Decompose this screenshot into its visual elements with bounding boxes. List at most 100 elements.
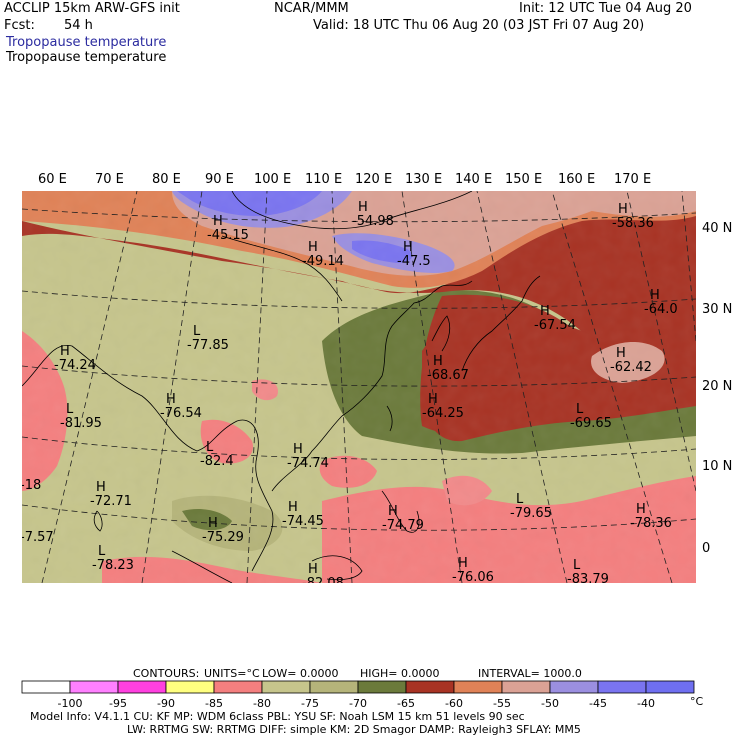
lat-label: 0 — [702, 541, 711, 556]
coast-asia — [22, 280, 473, 572]
field-title-primary: Tropopause temperature — [6, 35, 167, 50]
pressure-marker: H — [213, 214, 223, 229]
pressure-marker: H — [540, 304, 550, 319]
lat-label: 30 N — [702, 302, 733, 317]
pressure-marker: H — [403, 240, 413, 255]
lon-label: 160 E — [558, 172, 596, 187]
coast-borneo — [311, 555, 363, 581]
pressure-value: -74.24 — [54, 358, 96, 373]
lon-label: 130 E — [405, 172, 443, 187]
lon-label: 110 E — [305, 172, 343, 187]
coast-sumatra — [171, 550, 233, 583]
pressure-marker: H — [293, 442, 303, 457]
pressure-value: -54.98 — [352, 214, 394, 229]
pressure-marker: H — [616, 346, 626, 361]
contours-label: CONTOURS: — [133, 667, 200, 680]
pressure-marker: L — [193, 324, 201, 339]
pressure-value: -67.54 — [534, 318, 576, 333]
colorbar-label: -45 — [589, 697, 607, 710]
pressure-value: -49.14 — [302, 254, 344, 269]
pressure-marker: H — [618, 202, 628, 217]
pressure-value: -47.5 — [397, 254, 431, 269]
pressure-value: -82.4 — [200, 454, 234, 469]
colorbar-label: -100 — [58, 697, 83, 710]
pressure-value: -78.23 — [92, 558, 134, 573]
lon-label: 80 E — [152, 172, 181, 187]
pressure-value: -82.08 — [302, 576, 344, 583]
colorbar-label: -90 — [157, 697, 175, 710]
pressure-value: -45.15 — [207, 228, 249, 243]
colorbar-label: -40 — [637, 697, 655, 710]
lon-line-80e — [41, 191, 138, 583]
lon-line-160e — [681, 191, 696, 342]
colorbar-swatch — [645, 680, 695, 694]
coastlines — [22, 191, 541, 583]
pressure-value: -74.74 — [287, 456, 329, 471]
pressure-value: -64.25 — [422, 406, 464, 421]
pressure-value: -75.29 — [202, 530, 244, 545]
center-name: NCAR/MMM — [274, 1, 349, 16]
pressure-marker: H — [428, 392, 438, 407]
pressure-marker: L — [516, 492, 524, 507]
pressure-marker: H — [308, 240, 318, 255]
colorbar-swatch — [21, 680, 71, 694]
colorbar-swatch — [549, 680, 599, 694]
colorbar-unit: °C — [690, 695, 704, 708]
coast-philippines — [381, 490, 420, 533]
pressure-marker: H — [288, 500, 298, 515]
lon-label: 170 E — [614, 172, 652, 187]
colorbar-swatch — [501, 680, 551, 694]
colorbar-label: -60 — [445, 697, 463, 710]
colorbar-label: -85 — [205, 697, 223, 710]
pressure-value: -68.67 — [427, 368, 469, 383]
pressure-marker: H — [208, 516, 218, 531]
pressure-value: -64.0 — [644, 302, 678, 317]
colorbar-swatch — [405, 680, 455, 694]
pressure-marker: H — [166, 392, 176, 407]
lon-line-90e — [141, 191, 203, 583]
pressure-value: -74.79 — [382, 518, 424, 533]
coast-korea — [431, 315, 451, 352]
colorbar-swatch — [309, 680, 359, 694]
lat-label: 40 N — [702, 221, 733, 236]
pressure-value: -58.36 — [612, 216, 654, 231]
colorbar-label: -75 — [301, 697, 319, 710]
pressure-labels: H-45.15H-54.98H-49.14H-47.5H-58.36H-64.0… — [22, 200, 678, 583]
pressure-value: -79.65 — [510, 506, 552, 521]
physics-info-line: LW: RRTMG SW: RRTMG DIFF: simple KM: 2D … — [127, 723, 581, 736]
colorbar-swatch — [357, 680, 407, 694]
tropopause-temperature-map: H-45.15H-54.98H-49.14H-47.5H-58.36H-64.0… — [22, 191, 696, 583]
pressure-value: -62.42 — [610, 360, 652, 375]
lon-label: 70 E — [95, 172, 124, 187]
lon-line-130e — [476, 191, 568, 583]
lon-line-120e — [401, 191, 463, 583]
lat-label: 20 N — [702, 379, 733, 394]
pressure-marker: H — [433, 354, 443, 369]
model-title: ACCLIP 15km ARW-GFS init — [4, 1, 180, 16]
lon-label: 120 E — [355, 172, 393, 187]
pressure-value: -77.85 — [187, 338, 229, 353]
pressure-value: -7.57 — [22, 530, 54, 545]
pressure-marker: H — [458, 556, 468, 571]
lon-line-140e — [551, 191, 673, 583]
init-time: Init: 12 UTC Tue 04 Aug 20 — [519, 1, 692, 16]
pressure-marker: L — [98, 544, 106, 559]
pressure-marker: L — [573, 558, 581, 573]
pressure-value: -69.65 — [570, 416, 612, 431]
colorbar-swatch — [453, 680, 503, 694]
pressure-marker: L — [206, 440, 214, 455]
colorbar-label: -50 — [541, 697, 559, 710]
lon-label: 90 E — [205, 172, 234, 187]
pressure-value: -74.45 — [282, 514, 324, 529]
lon-label: 150 E — [505, 172, 543, 187]
colorbar-swatch — [69, 680, 119, 694]
pressure-marker: L — [576, 402, 584, 417]
colorbar-swatch — [597, 680, 647, 694]
colorbar-label: -70 — [349, 697, 367, 710]
pressure-value: -81.95 — [60, 416, 102, 431]
contours-low: LOW= 0.0000 — [262, 667, 339, 680]
lon-label: 100 E — [254, 172, 292, 187]
colorbar-swatch — [213, 680, 263, 694]
contours-high: HIGH= 0.0000 — [360, 667, 440, 680]
colorbar-swatch — [261, 680, 311, 694]
